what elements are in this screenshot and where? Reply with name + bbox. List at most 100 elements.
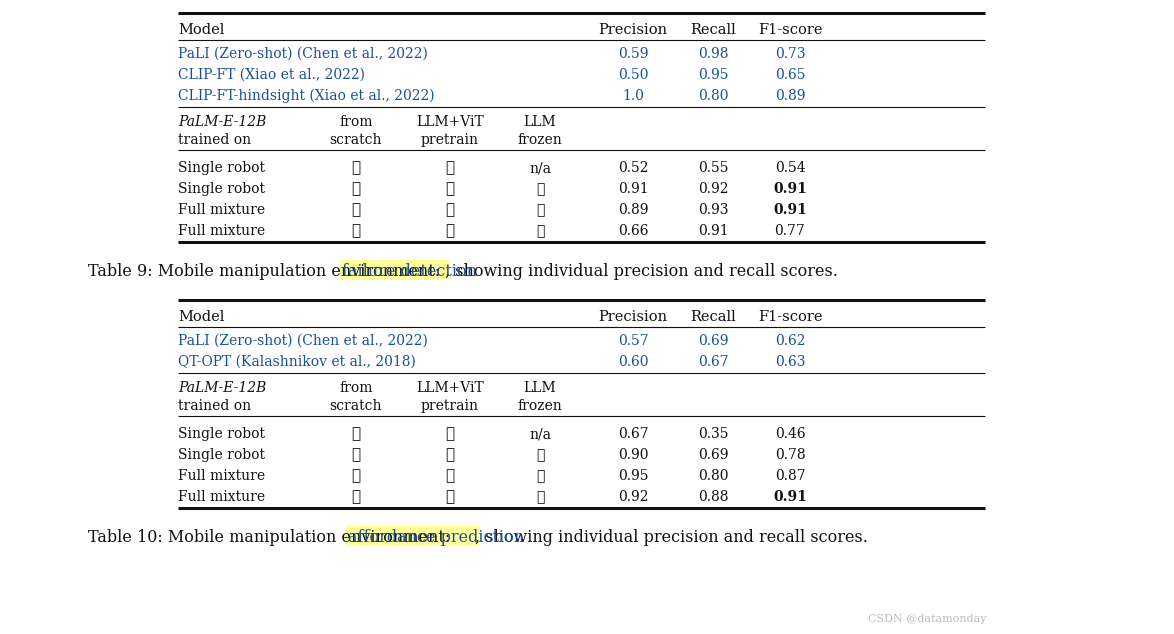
Text: ✗: ✗: [445, 427, 454, 441]
Text: Recall: Recall: [690, 23, 736, 37]
Text: 0.67: 0.67: [697, 355, 728, 369]
Text: QT-OPT (Kalashnikov et al., 2018): QT-OPT (Kalashnikov et al., 2018): [178, 355, 416, 369]
Text: n/a: n/a: [529, 161, 551, 175]
Text: Single robot: Single robot: [178, 182, 265, 196]
Text: Model: Model: [178, 310, 224, 324]
Text: pretrain: pretrain: [421, 399, 479, 413]
Text: LLM+ViT: LLM+ViT: [416, 381, 484, 395]
Text: Recall: Recall: [690, 310, 736, 324]
Text: Single robot: Single robot: [178, 448, 265, 462]
Text: ✓: ✓: [535, 182, 545, 196]
Text: Precision: Precision: [599, 23, 668, 37]
Text: 0.63: 0.63: [775, 355, 805, 369]
Text: from: from: [339, 381, 373, 395]
Text: ✗: ✗: [351, 490, 360, 504]
Text: Full mixture: Full mixture: [178, 469, 265, 483]
Text: Precision: Precision: [599, 310, 668, 324]
Text: Table 10: Mobile manipulation environment:: Table 10: Mobile manipulation environmen…: [88, 529, 456, 545]
Text: affordance prediction: affordance prediction: [349, 529, 525, 545]
Text: F1-score: F1-score: [757, 310, 822, 324]
Text: ✓: ✓: [445, 448, 454, 462]
Text: , showing individual precision and recall scores.: , showing individual precision and recal…: [445, 262, 838, 280]
Text: frozen: frozen: [518, 399, 562, 413]
Text: 0.69: 0.69: [697, 334, 728, 348]
Text: ✓: ✓: [535, 448, 545, 462]
Text: trained on: trained on: [178, 133, 251, 147]
Text: CLIP-FT (Xiao et al., 2022): CLIP-FT (Xiao et al., 2022): [178, 68, 365, 82]
Text: 0.95: 0.95: [618, 469, 648, 483]
Text: pretrain: pretrain: [421, 133, 479, 147]
Text: LLM: LLM: [524, 115, 556, 129]
Text: 0.78: 0.78: [775, 448, 805, 462]
Text: PaLM-E-12B: PaLM-E-12B: [178, 115, 266, 129]
Text: CSDN @datamonday: CSDN @datamonday: [869, 614, 987, 624]
Text: Model: Model: [178, 23, 224, 37]
Text: CLIP-FT-hindsight (Xiao et al., 2022): CLIP-FT-hindsight (Xiao et al., 2022): [178, 89, 434, 103]
Text: n/a: n/a: [529, 427, 551, 441]
Text: 0.92: 0.92: [618, 490, 648, 504]
Text: 0.91: 0.91: [772, 182, 807, 196]
Text: 0.91: 0.91: [618, 182, 648, 196]
Text: Single robot: Single robot: [178, 427, 265, 441]
Text: 0.89: 0.89: [618, 203, 648, 217]
Text: 0.66: 0.66: [618, 224, 648, 238]
Text: 0.91: 0.91: [697, 224, 728, 238]
Text: LLM+ViT: LLM+ViT: [416, 115, 484, 129]
Text: 0.55: 0.55: [697, 161, 728, 175]
Text: 0.54: 0.54: [775, 161, 805, 175]
Text: 0.90: 0.90: [618, 448, 648, 462]
Text: 0.88: 0.88: [697, 490, 728, 504]
FancyBboxPatch shape: [340, 260, 448, 280]
Text: ✓: ✓: [351, 161, 360, 175]
Text: 0.73: 0.73: [775, 47, 805, 61]
Text: 0.77: 0.77: [775, 224, 805, 238]
Text: 0.80: 0.80: [697, 89, 728, 103]
Text: failure detection: failure detection: [342, 262, 477, 280]
Text: ✗: ✗: [445, 161, 454, 175]
Text: ✗: ✗: [351, 469, 360, 483]
Text: ✗: ✗: [351, 448, 360, 462]
Text: 0.67: 0.67: [618, 427, 648, 441]
Text: 0.93: 0.93: [697, 203, 728, 217]
Text: scratch: scratch: [330, 133, 383, 147]
Text: ✗: ✗: [535, 224, 545, 238]
FancyBboxPatch shape: [346, 526, 479, 546]
Text: ✓: ✓: [445, 203, 454, 217]
Text: ✗: ✗: [351, 182, 360, 196]
Text: 0.46: 0.46: [775, 427, 805, 441]
Text: 0.98: 0.98: [697, 47, 728, 61]
Text: 0.57: 0.57: [618, 334, 648, 348]
Text: Full mixture: Full mixture: [178, 224, 265, 238]
Text: ✓: ✓: [445, 490, 454, 504]
Text: 0.92: 0.92: [697, 182, 728, 196]
Text: F1-score: F1-score: [757, 23, 822, 37]
Text: 0.69: 0.69: [697, 448, 728, 462]
Text: scratch: scratch: [330, 399, 383, 413]
Text: 0.89: 0.89: [775, 89, 805, 103]
Text: , showing individual precision and recall scores.: , showing individual precision and recal…: [475, 529, 868, 545]
Text: Table 9: Mobile manipulation environment:: Table 9: Mobile manipulation environment…: [88, 262, 445, 280]
Text: LLM: LLM: [524, 381, 556, 395]
Text: 0.62: 0.62: [775, 334, 805, 348]
Text: 0.91: 0.91: [772, 203, 807, 217]
Text: ✓: ✓: [535, 469, 545, 483]
Text: Single robot: Single robot: [178, 161, 265, 175]
Text: Full mixture: Full mixture: [178, 490, 265, 504]
Text: PaLI (Zero-shot) (Chen et al., 2022): PaLI (Zero-shot) (Chen et al., 2022): [178, 47, 427, 61]
Text: frozen: frozen: [518, 133, 562, 147]
Text: 0.59: 0.59: [618, 47, 648, 61]
Text: ✗: ✗: [351, 203, 360, 217]
Text: ✓: ✓: [445, 224, 454, 238]
Text: 0.95: 0.95: [697, 68, 728, 82]
Text: Full mixture: Full mixture: [178, 203, 265, 217]
Text: 0.65: 0.65: [775, 68, 805, 82]
Text: 0.87: 0.87: [775, 469, 805, 483]
Text: PaLI (Zero-shot) (Chen et al., 2022): PaLI (Zero-shot) (Chen et al., 2022): [178, 334, 427, 348]
Text: ✓: ✓: [445, 469, 454, 483]
Text: ✗: ✗: [535, 490, 545, 504]
Text: 1.0: 1.0: [622, 89, 643, 103]
Text: PaLM-E-12B: PaLM-E-12B: [178, 381, 266, 395]
Text: ✓: ✓: [445, 182, 454, 196]
Text: ✗: ✗: [351, 224, 360, 238]
Text: 0.80: 0.80: [697, 469, 728, 483]
